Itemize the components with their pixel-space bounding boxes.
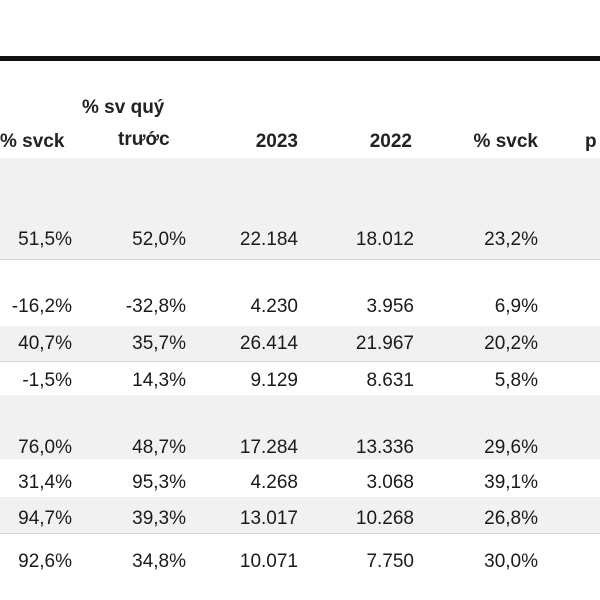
- row-band: [0, 497, 600, 534]
- cell-sv-quy-truoc: 39,3%: [132, 508, 186, 529]
- cell-2023: 22.184: [239, 229, 298, 250]
- cell-svck: 39,1%: [484, 472, 538, 493]
- table-row: 94,7% 39,3% 13.017 10.268 26,8%: [0, 504, 600, 534]
- row-separator: [0, 361, 600, 362]
- section-band: [0, 395, 600, 459]
- header-sv-quy-truoc-line2: trước: [118, 129, 170, 150]
- cell-svck: 23,2%: [484, 229, 538, 250]
- cell-2023: 26.414: [239, 333, 298, 354]
- cell-svck-prev: 51,5%: [18, 229, 72, 250]
- cell-sv-quy-truoc: 48,7%: [132, 437, 186, 458]
- cell-svck-prev: 92,6%: [18, 551, 72, 572]
- table-row: -1,5% 14,3% 9.129 8.631 5,8%: [0, 366, 600, 396]
- header-svck: % svck: [473, 131, 538, 152]
- cell-sv-quy-truoc: 95,3%: [132, 472, 186, 493]
- table-row: 40,7% 35,7% 26.414 21.967 20,2%: [0, 329, 600, 359]
- cell-2023: 13.017: [239, 508, 298, 529]
- row-separator: [0, 259, 600, 260]
- cell-sv-quy-truoc: -32,8%: [125, 296, 186, 317]
- cell-svck-prev: -16,2%: [11, 296, 72, 317]
- cell-sv-quy-truoc: 34,8%: [132, 551, 186, 572]
- cell-svck: 30,0%: [484, 551, 538, 572]
- header-2022: 2022: [369, 131, 412, 152]
- cell-2022: 3.956: [366, 296, 414, 317]
- cell-2022: 13.336: [355, 437, 414, 458]
- cell-svck-prev: 94,7%: [18, 508, 72, 529]
- cell-2023: 4.230: [250, 296, 298, 317]
- cell-2023: 17.284: [239, 437, 298, 458]
- header-cut-column: p: [585, 131, 597, 152]
- cell-svck: 5,8%: [494, 370, 538, 391]
- cell-2022: 18.012: [355, 229, 414, 250]
- table-row: 92,6% 34,8% 10.071 7.750 30,0%: [0, 547, 600, 577]
- cell-svck: 6,9%: [494, 296, 538, 317]
- cell-svck-prev: 31,4%: [18, 472, 72, 493]
- cell-svck-prev: -1,5%: [22, 370, 72, 391]
- cell-2022: 10.268: [355, 508, 414, 529]
- cell-sv-quy-truoc: 52,0%: [132, 229, 186, 250]
- row-band: [0, 326, 600, 362]
- table-top-rule: [0, 56, 600, 61]
- cell-2022: 21.967: [355, 333, 414, 354]
- cell-2022: 3.068: [366, 472, 414, 493]
- cell-svck-prev: 76,0%: [18, 437, 72, 458]
- table-row: -16,2% -32,8% 4.230 3.956 6,9%: [0, 292, 600, 322]
- cell-sv-quy-truoc: 35,7%: [132, 333, 186, 354]
- cell-2022: 7.750: [366, 551, 414, 572]
- row-separator: [0, 533, 600, 534]
- cell-2022: 8.631: [366, 370, 414, 391]
- header-sv-quy-truoc-line1: % sv quý: [82, 97, 165, 118]
- table-row: 76,0% 48,7% 17.284 13.336 29,6%: [0, 433, 600, 463]
- section-band: [0, 158, 600, 260]
- header-2023: 2023: [255, 131, 298, 152]
- cell-svck: 29,6%: [484, 437, 538, 458]
- cell-svck: 26,8%: [484, 508, 538, 529]
- cell-sv-quy-truoc: 14,3%: [132, 370, 186, 391]
- cell-2023: 9.129: [250, 370, 298, 391]
- cell-2023: 4.268: [250, 472, 298, 493]
- header-svck-prev: % svck: [0, 131, 65, 152]
- cell-svck: 20,2%: [484, 333, 538, 354]
- cell-2023: 10.071: [239, 551, 298, 572]
- table-row: 51,5% 52,0% 22.184 18.012 23,2%: [0, 225, 600, 255]
- cell-svck-prev: 40,7%: [18, 333, 72, 354]
- table-row: 31,4% 95,3% 4.268 3.068 39,1%: [0, 468, 600, 498]
